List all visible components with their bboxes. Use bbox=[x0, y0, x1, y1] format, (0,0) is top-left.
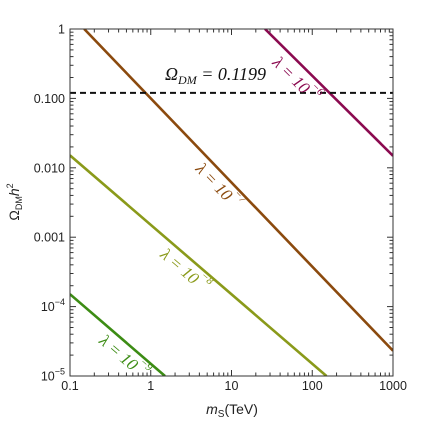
y-tick-label: 0.010 bbox=[34, 161, 65, 175]
series-line-3 bbox=[70, 293, 166, 376]
plot-frame bbox=[69, 28, 394, 377]
y-tick-label: 0.100 bbox=[34, 92, 65, 106]
series-line-2 bbox=[70, 154, 328, 376]
series-label-1: λ = 10−7 bbox=[191, 155, 249, 214]
x-tick-label: 100 bbox=[302, 379, 323, 393]
y-axis-title: ΩDMh2 bbox=[5, 183, 24, 220]
reference-label: ΩDM = 0.1199 bbox=[165, 64, 266, 87]
series-label-2: λ = 10−8 bbox=[156, 240, 216, 296]
y-tick-label: 10−4 bbox=[41, 297, 65, 314]
x-axis-title: mS(TeV) bbox=[206, 401, 258, 420]
x-tick-label: 0.1 bbox=[61, 379, 78, 393]
series-line-1 bbox=[83, 29, 393, 352]
y-tick-label: 1 bbox=[58, 23, 65, 37]
x-tick-label: 1 bbox=[147, 379, 154, 393]
x-tick-label: 10 bbox=[225, 379, 239, 393]
y-tick-label: 0.001 bbox=[34, 231, 65, 245]
y-tick-label: 10−5 bbox=[41, 367, 65, 384]
series-label-3: λ = 10−9 bbox=[95, 327, 155, 383]
series-line-0 bbox=[264, 29, 393, 157]
x-tick-label: 1000 bbox=[379, 379, 407, 393]
series-label-0: λ = 10−6 bbox=[268, 49, 327, 107]
